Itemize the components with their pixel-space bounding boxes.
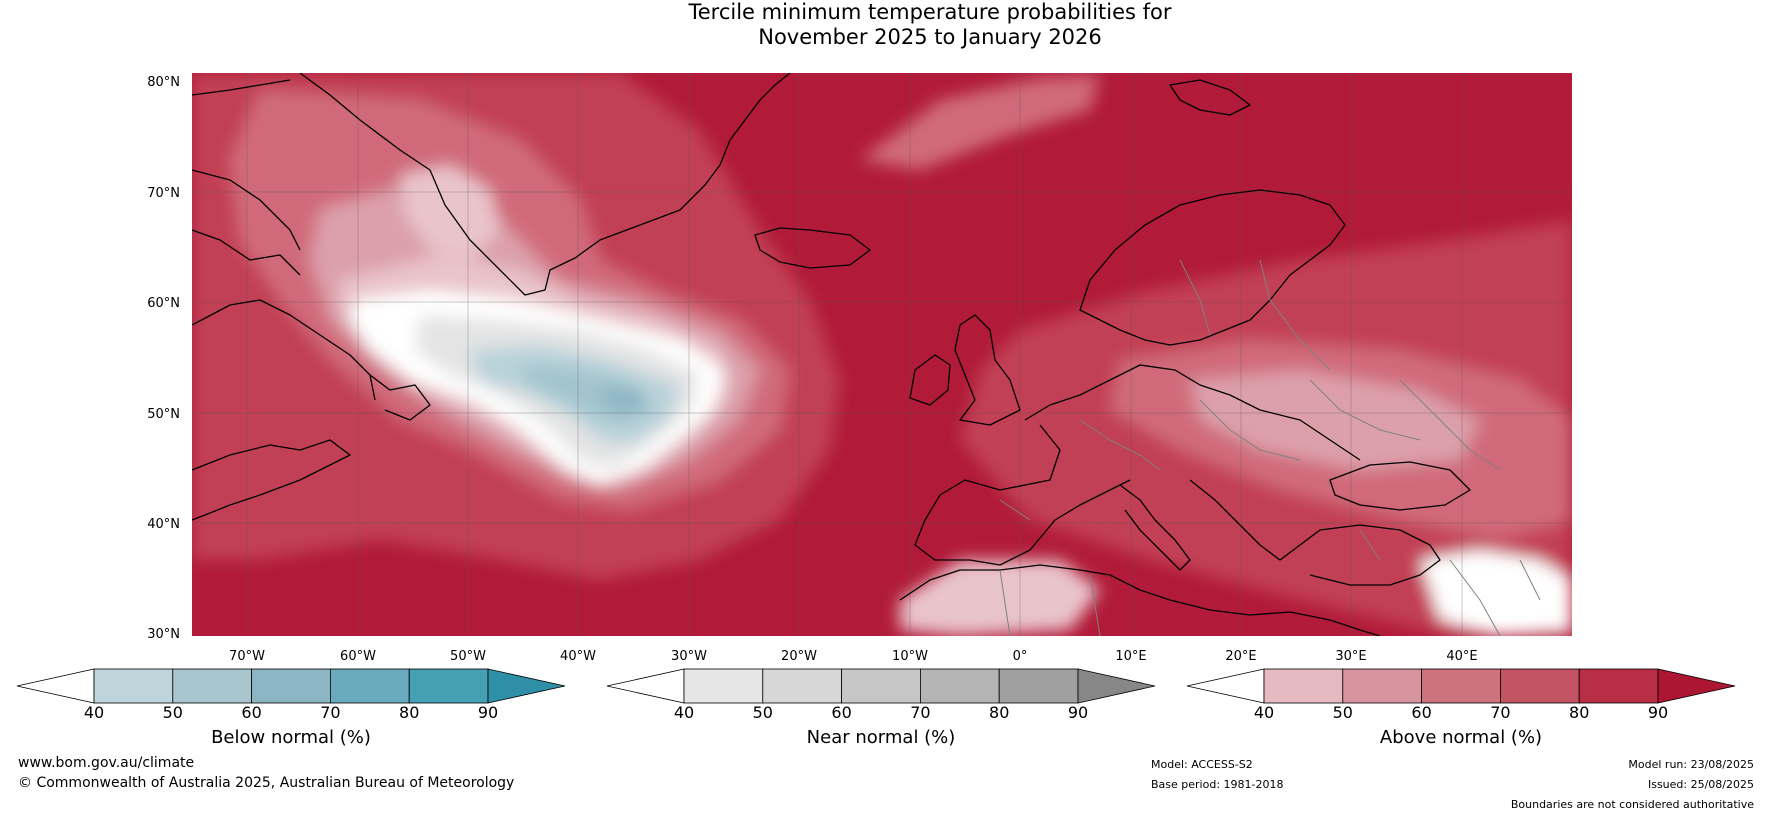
colorbar-tick-label: 50	[1332, 703, 1353, 722]
italy-coast	[1119, 484, 1191, 571]
colorbar-extend-high	[1077, 668, 1156, 704]
ireland-coast	[909, 354, 951, 406]
svalbard-coast	[1169, 79, 1251, 116]
colorbar-segment	[762, 668, 843, 704]
title-line-1: Tercile minimum temperature probabilitie…	[688, 0, 1172, 24]
map-field	[192, 73, 1572, 636]
colorbar-tick-label: 40	[673, 703, 695, 722]
colorbar-segment	[1421, 668, 1501, 704]
near-normal-colorbar	[606, 668, 1156, 704]
copyright-text: © Commonwealth of Australia 2025, Austra…	[18, 775, 515, 791]
coastlines	[192, 73, 1471, 636]
title-line-2: November 2025 to January 2026	[758, 25, 1102, 49]
colorbar-tick-label: 50	[752, 703, 773, 722]
lat-tick: 50°N	[147, 407, 180, 422]
europe-west-coast	[914, 364, 1361, 566]
north-africa-coast	[899, 564, 1381, 636]
above-normal-label: Above normal (%)	[1379, 727, 1543, 748]
greenland-coast	[299, 73, 791, 296]
colorbar-tick-label: 60	[241, 703, 262, 722]
colorbar-segment	[172, 668, 253, 704]
lon-tick: 40°E	[1446, 649, 1478, 664]
arctic-70-streak	[860, 75, 1100, 170]
model-run-date: Model run: 23/08/2025	[1628, 758, 1754, 771]
colorbar-tick-label: 80	[1569, 703, 1590, 722]
colorbar-tick-label: 50	[162, 703, 183, 722]
below-normal-label: Below normal (%)	[211, 727, 371, 748]
colorbar-tick-label: 90	[1647, 703, 1669, 722]
colorbar-extend-low	[606, 668, 685, 704]
lat-tick: 30°N	[147, 627, 180, 642]
colorbar-segment	[329, 668, 410, 704]
colorbar-tick-label: 70	[1490, 703, 1511, 722]
lon-tick: 30°E	[1335, 649, 1367, 664]
colorbar-segment	[841, 668, 921, 704]
colorbar-segment	[1499, 668, 1580, 704]
black-sea-coast	[1329, 461, 1471, 511]
base-period: Base period: 1981-2018	[1151, 778, 1284, 791]
lon-tick: 0°	[1012, 649, 1028, 664]
colorbar-tick-label: 90	[1067, 703, 1089, 722]
lon-tick: 10°E	[1115, 649, 1147, 664]
colorbar-segment	[919, 668, 1000, 704]
country-borders	[999, 259, 1541, 636]
colorbar-segment	[408, 668, 489, 704]
colorbar-tick-label: 60	[831, 703, 852, 722]
lon-tick: 20°E	[1225, 649, 1257, 664]
britain-coast	[954, 314, 1021, 426]
balkans-turkey-coast	[1189, 479, 1441, 586]
lon-tick: 40°W	[560, 649, 596, 664]
colorbar-segment	[1263, 668, 1344, 704]
below-normal-70-zone	[600, 385, 648, 415]
near-normal-label: Near normal (%)	[806, 727, 956, 748]
lon-tick: 60°W	[340, 649, 376, 664]
colorbar-tick-label: 80	[989, 703, 1010, 722]
colorbar-extend-low	[16, 668, 95, 704]
above-normal-colorbar	[1186, 668, 1736, 704]
model-name: Model: ACCESS-S2	[1151, 758, 1253, 771]
colorbar-tick-label: 40	[1253, 703, 1275, 722]
lon-tick: 10°W	[892, 649, 928, 664]
colorbar-extend-high	[487, 668, 566, 704]
lat-tick: 60°N	[147, 296, 180, 311]
scandinavia-coast	[1079, 189, 1346, 346]
colorbar-segment	[93, 668, 174, 704]
lat-tick: 40°N	[147, 517, 180, 532]
below-normal-colorbar	[16, 668, 566, 704]
lon-tick: 20°W	[781, 649, 817, 664]
lon-tick: 30°W	[671, 649, 707, 664]
north-africa-50-zone	[900, 560, 1100, 636]
colorbar-tick-label: 70	[320, 703, 341, 722]
colorbar-tick-label: 90	[477, 703, 499, 722]
lon-tick: 50°W	[450, 649, 486, 664]
colorbar-segment	[1578, 668, 1659, 704]
canada-arctic-coast	[192, 79, 301, 276]
labrador-coast	[192, 299, 431, 421]
graticule	[192, 73, 1572, 636]
colorbar-tick-label: 70	[910, 703, 931, 722]
colorbar-extend-high	[1657, 668, 1736, 704]
boundary-disclaimer: Boundaries are not considered authoritat…	[1510, 798, 1754, 811]
colorbar-tick-label: 80	[399, 703, 420, 722]
issued-date: Issued: 25/08/2025	[1647, 778, 1754, 791]
above-60-zone-europe	[1190, 370, 1480, 470]
lat-tick: 80°N	[147, 75, 180, 90]
colorbar-segment	[1342, 668, 1423, 704]
colorbar-segment	[998, 668, 1079, 704]
colorbar-extend-low	[1186, 668, 1265, 704]
chart-title: Tercile minimum temperature probabilitie…	[0, 0, 1770, 50]
colorbar-tick-label: 40	[83, 703, 105, 722]
lat-tick: 70°N	[147, 186, 180, 201]
website-link[interactable]: www.bom.gov.au/climate	[18, 755, 195, 771]
iceland-coast	[754, 227, 871, 269]
colorbar-segment	[251, 668, 331, 704]
lon-tick: 70°W	[229, 649, 265, 664]
colorbar-tick-label: 60	[1411, 703, 1432, 722]
north-america-east-coast	[192, 439, 351, 521]
colorbar-segment	[683, 668, 764, 704]
